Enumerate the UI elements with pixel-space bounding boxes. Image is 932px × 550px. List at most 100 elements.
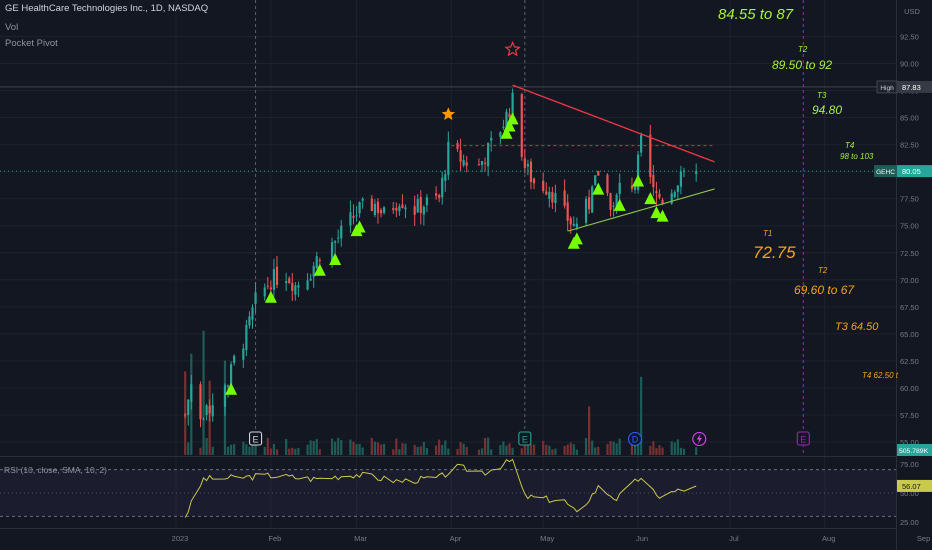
rsi-tick-label: 50.00 (900, 489, 919, 498)
volume-bar (425, 447, 429, 455)
candle-body (248, 316, 251, 326)
volume-bar (291, 447, 294, 455)
candle-body (355, 215, 358, 217)
event-marker-circle (627, 431, 643, 447)
candle-body (652, 174, 655, 188)
volume-bar (355, 444, 358, 455)
candle-body (532, 178, 536, 184)
price-tick-label: 77.50 (900, 195, 919, 204)
candle-body (609, 193, 612, 210)
volume-badge (897, 444, 932, 456)
candle-body (401, 204, 404, 209)
volume-bar (584, 438, 588, 455)
indicator-legend[interactable]: Pocket Pivot (5, 38, 58, 49)
candle-body (272, 269, 276, 290)
bull-t4-label: T4 (845, 141, 855, 150)
volume-bar (575, 449, 578, 455)
volume-value-text: 505.789K (899, 448, 929, 455)
last-price-text: 80.05 (902, 167, 921, 176)
volume-bar (401, 443, 404, 455)
volume-bar (435, 445, 438, 455)
volume-bar (676, 439, 679, 455)
candle-body (413, 206, 416, 215)
volume-bar (480, 448, 484, 455)
pocket-pivot-triangle (613, 198, 626, 211)
rsi-value-badge (897, 479, 932, 492)
volume-bar (572, 444, 575, 455)
candle-body (395, 207, 398, 211)
candle-body (483, 162, 487, 164)
volume-bar (413, 444, 416, 455)
up-trend-line (567, 188, 715, 232)
volume-bar (661, 447, 664, 455)
candle-body (649, 134, 652, 178)
price-tick-label: 70.00 (900, 276, 919, 285)
candle-body (294, 285, 297, 295)
symbol-title[interactable]: GE HealthCare Technologies Inc., 1D, NAS… (5, 3, 209, 14)
candle-body (376, 201, 380, 213)
candle-body (382, 207, 386, 213)
candle-body (422, 206, 425, 215)
volume-bar (499, 445, 502, 455)
candle-body (370, 198, 373, 212)
volume-bar (615, 443, 618, 455)
candle-body (269, 287, 272, 290)
candle-body (480, 161, 484, 165)
candle-body (591, 186, 594, 213)
event-marker-label: E (800, 435, 806, 445)
trend-lines (0, 84, 896, 232)
candle-body (202, 419, 205, 421)
event-marker-box (518, 431, 532, 446)
volume-legend[interactable]: Vol (5, 22, 19, 33)
candle-body (502, 126, 505, 129)
high-label-text: High (880, 85, 894, 92)
volume-bar (199, 447, 202, 455)
volume-bar (594, 447, 597, 455)
bear-t1-label: T1 (763, 229, 773, 238)
volume-bar (340, 440, 343, 455)
candle-body (551, 192, 554, 203)
volume-bar (554, 448, 557, 455)
price-tick-label: 92.50 (900, 32, 919, 41)
candle-body (465, 162, 468, 166)
candle-body (462, 160, 465, 166)
candle-body (572, 223, 575, 226)
bear-t2-label: T2 (818, 266, 828, 275)
rsi-legend[interactable]: RSI (10, close, SMA, 10, 2) (4, 465, 107, 475)
volume-bar (275, 449, 279, 455)
volume-bar (376, 442, 380, 455)
volume-bar (211, 446, 214, 455)
volume-bar (251, 439, 254, 455)
star-orange-icon (441, 107, 455, 120)
candle-body (266, 285, 269, 287)
high-value-badge (897, 80, 932, 93)
volume-bar (187, 442, 190, 455)
price-tick-label: 67.50 (900, 303, 919, 312)
volume-bar (597, 446, 600, 455)
volume-bar (272, 443, 276, 455)
volume-bars (184, 330, 698, 455)
time-tick-label: Jun (636, 534, 648, 543)
pocket-pivot-triangle (644, 192, 657, 205)
candle-body (655, 191, 658, 194)
candle-body (306, 280, 309, 290)
volume-bar (606, 443, 609, 455)
volume-bar (312, 440, 315, 455)
volume-bar (370, 437, 373, 455)
price-tick-label: 82.50 (900, 141, 919, 150)
candle-body (673, 191, 676, 198)
time-tick-label: May (540, 534, 554, 543)
candle-body (392, 208, 395, 211)
candle-body (275, 266, 279, 285)
candle-body (444, 174, 447, 181)
volume-bar (288, 448, 291, 455)
price-badges: High 87.83 GEHC 80.05 505.789K 56.07 (874, 80, 932, 492)
candle-body (682, 170, 686, 172)
volume-bar (233, 444, 236, 455)
volume-bar (658, 445, 661, 455)
volume-bar (505, 445, 508, 455)
volume-bar (695, 447, 698, 455)
volume-bar (511, 447, 514, 455)
